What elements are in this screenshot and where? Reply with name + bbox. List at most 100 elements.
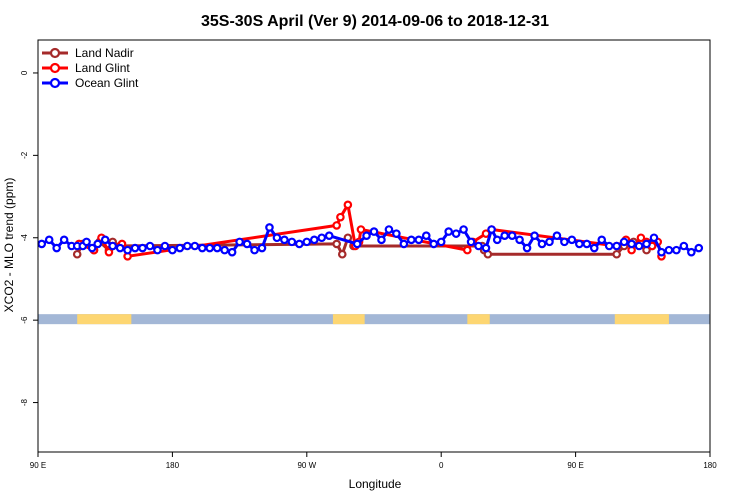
x-tick-label: 180: [703, 461, 717, 470]
legend-marker: [49, 77, 61, 89]
data-point: [265, 223, 274, 232]
data-point: [332, 239, 341, 249]
data-point: [612, 249, 621, 259]
data-point: [250, 245, 259, 255]
land-span-2: [467, 314, 490, 325]
data-point: [130, 243, 140, 253]
data-point: [212, 243, 222, 253]
ocean-band: [38, 314, 710, 325]
data-point: [487, 225, 496, 234]
data-point: [459, 225, 468, 234]
land-ocean-band: [38, 314, 710, 325]
data-point: [44, 235, 54, 245]
legend-marker: [49, 47, 61, 59]
land-span-0: [77, 314, 132, 325]
data-point: [302, 237, 312, 247]
data-point: [287, 237, 297, 247]
data-point: [100, 235, 110, 245]
data-point: [679, 241, 689, 251]
data-point: [352, 239, 362, 249]
data-point: [82, 237, 91, 247]
data-point: [627, 239, 636, 249]
data-point: [451, 229, 461, 238]
data-point: [612, 241, 621, 251]
data-point: [317, 233, 327, 243]
data-point: [138, 243, 147, 253]
data-point: [687, 247, 696, 257]
data-point: [153, 245, 162, 255]
data-point: [507, 231, 517, 241]
y-axis-label: XCO2 - MLO trend (ppm): [2, 178, 16, 313]
data-point: [672, 245, 681, 255]
data-point: [694, 243, 704, 253]
data-point: [597, 235, 607, 245]
data-point: [399, 239, 409, 249]
data-point: [481, 243, 491, 253]
y-tick-label: 0: [20, 70, 29, 75]
data-point: [183, 241, 192, 251]
x-tick-label: 90 E: [30, 461, 46, 470]
data-point: [242, 239, 252, 249]
data-point: [619, 237, 629, 247]
data-point: [295, 239, 304, 249]
data-point: [160, 241, 170, 251]
y-tick-label: -2: [20, 151, 29, 159]
data-point: [104, 247, 114, 257]
land-span-3: [614, 314, 669, 325]
data-point: [664, 245, 674, 255]
data-point: [205, 243, 215, 253]
legend-label: Ocean Glint: [75, 76, 139, 90]
legend-marker: [49, 62, 61, 74]
data-point: [336, 212, 345, 222]
legend-label: Land Glint: [75, 61, 130, 75]
data-point: [634, 241, 644, 251]
data-point: [522, 243, 532, 253]
data-point: [257, 243, 267, 253]
data-point: [436, 237, 446, 247]
data-point: [414, 235, 424, 245]
data-point: [37, 239, 47, 249]
data-point: [560, 237, 569, 247]
data-point: [552, 231, 562, 241]
data-point: [589, 243, 599, 253]
y-axis: 0 -2 -4 -6 -8: [20, 70, 38, 406]
data-point: [604, 241, 614, 251]
data-point: [567, 235, 577, 245]
data-point: [272, 233, 282, 243]
x-axis-label: Longitude: [349, 477, 402, 491]
data-point: [190, 241, 200, 251]
data-point: [492, 235, 502, 245]
data-point: [87, 243, 97, 253]
data-point: [356, 225, 366, 234]
series-layer: [37, 200, 704, 261]
data-point: [324, 231, 334, 241]
data-point: [466, 237, 476, 247]
data-point: [474, 241, 483, 251]
data-point: [530, 231, 539, 241]
legend-label: Land Nadir: [75, 46, 134, 60]
data-point: [108, 241, 117, 251]
data-point: [421, 231, 431, 241]
data-point: [575, 239, 584, 249]
data-point: [500, 231, 509, 241]
data-point: [545, 237, 554, 247]
data-point: [392, 229, 401, 238]
data-point: [657, 247, 666, 257]
data-point: [362, 231, 371, 241]
legend-item: Land Nadir: [42, 46, 134, 60]
data-point: [309, 235, 319, 245]
data-point: [537, 239, 547, 249]
y-tick-label: -4: [20, 234, 29, 242]
x-tick-label: 0: [439, 461, 444, 470]
x-tick-label: 90 E: [567, 461, 583, 470]
data-point: [280, 235, 289, 245]
x-axis: 90 E 180 90 W 0 90 E 180: [30, 452, 717, 470]
chart-title: 35S-30S April (Ver 9) 2014-09-06 to 2018…: [201, 13, 549, 30]
data-point: [332, 221, 341, 230]
data-point: [444, 227, 453, 236]
land-span-1: [332, 314, 365, 325]
data-point: [93, 239, 103, 249]
data-point: [515, 235, 524, 245]
